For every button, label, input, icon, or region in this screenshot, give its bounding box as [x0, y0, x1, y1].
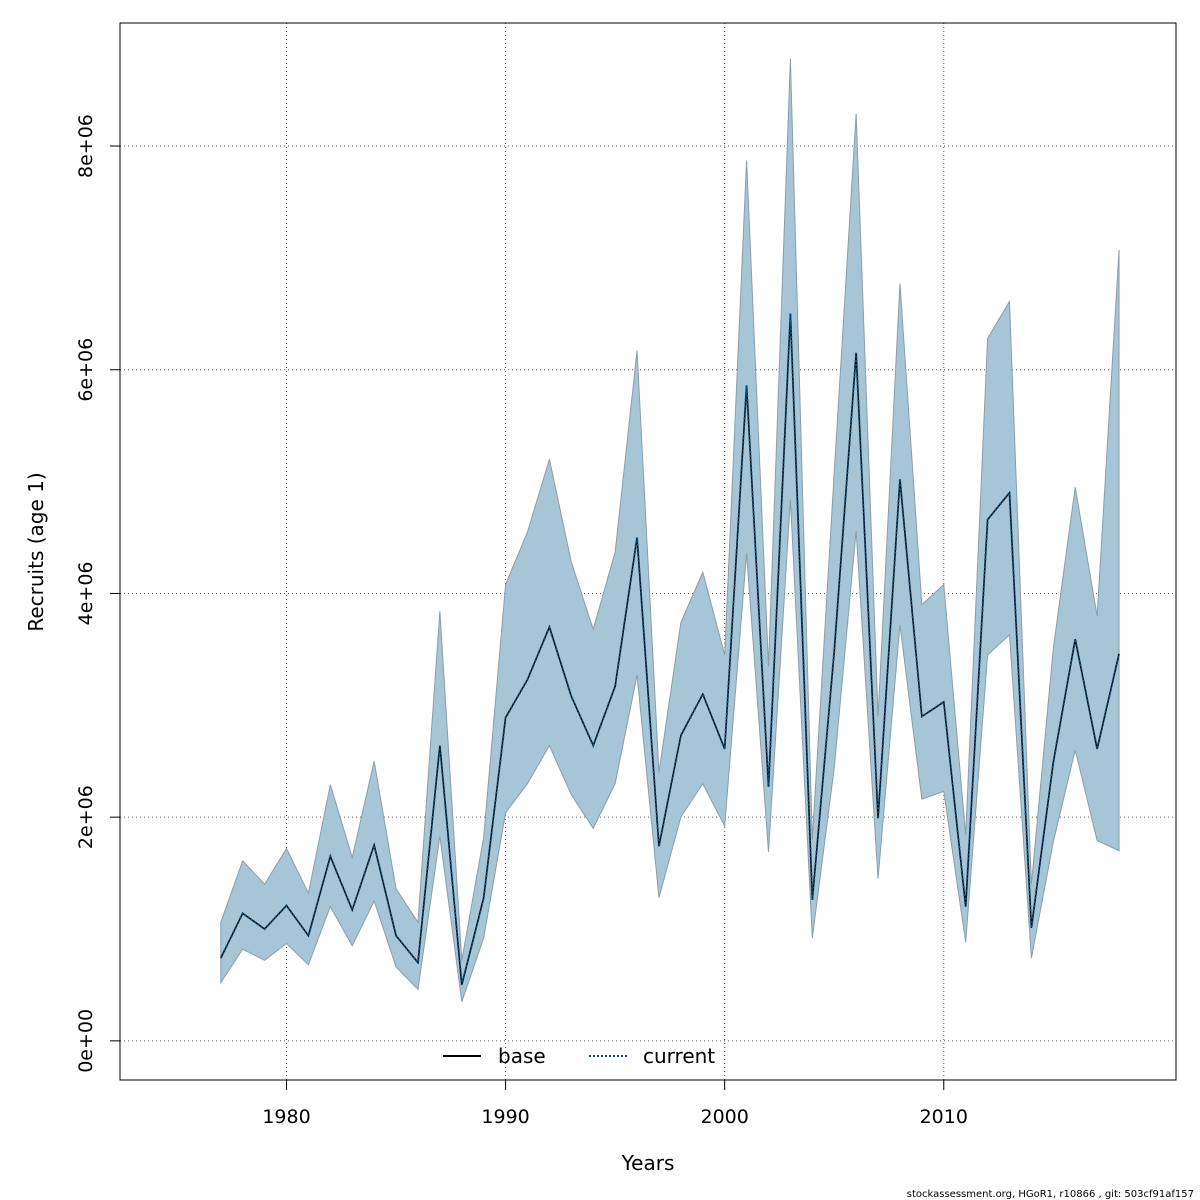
y-tick-label: 2e+06 [75, 785, 97, 849]
x-tick-label: 2010 [920, 1106, 968, 1128]
y-axis: 0e+00 2e+06 4e+06 6e+06 8e+06 [75, 114, 121, 1073]
y-axis-title: Recruits (age 1) [24, 472, 48, 631]
x-tick-label: 1980 [262, 1106, 310, 1128]
y-tick-label: 0e+00 [75, 1009, 97, 1073]
confidence-band [220, 58, 1120, 1002]
x-tick-label: 2000 [701, 1106, 749, 1128]
legend: base current [443, 1044, 715, 1068]
legend-base-label: base [498, 1044, 546, 1068]
y-tick-label: 8e+06 [75, 114, 97, 178]
y-tick-label: 4e+06 [75, 562, 97, 626]
series-lines [219, 313, 1121, 986]
x-axis-title: Years [621, 1151, 675, 1175]
y-tick-label: 6e+06 [75, 338, 97, 402]
footer-note: stockassessment.org, HGoR1, r10866 , git… [907, 1189, 1194, 1200]
legend-current-label: current [643, 1044, 715, 1068]
x-axis: 1980 1990 2000 2010 [262, 1079, 968, 1128]
confidence-band-area [220, 58, 1120, 1002]
series-line-current [219, 313, 1121, 986]
x-tick-label: 1990 [481, 1106, 529, 1128]
